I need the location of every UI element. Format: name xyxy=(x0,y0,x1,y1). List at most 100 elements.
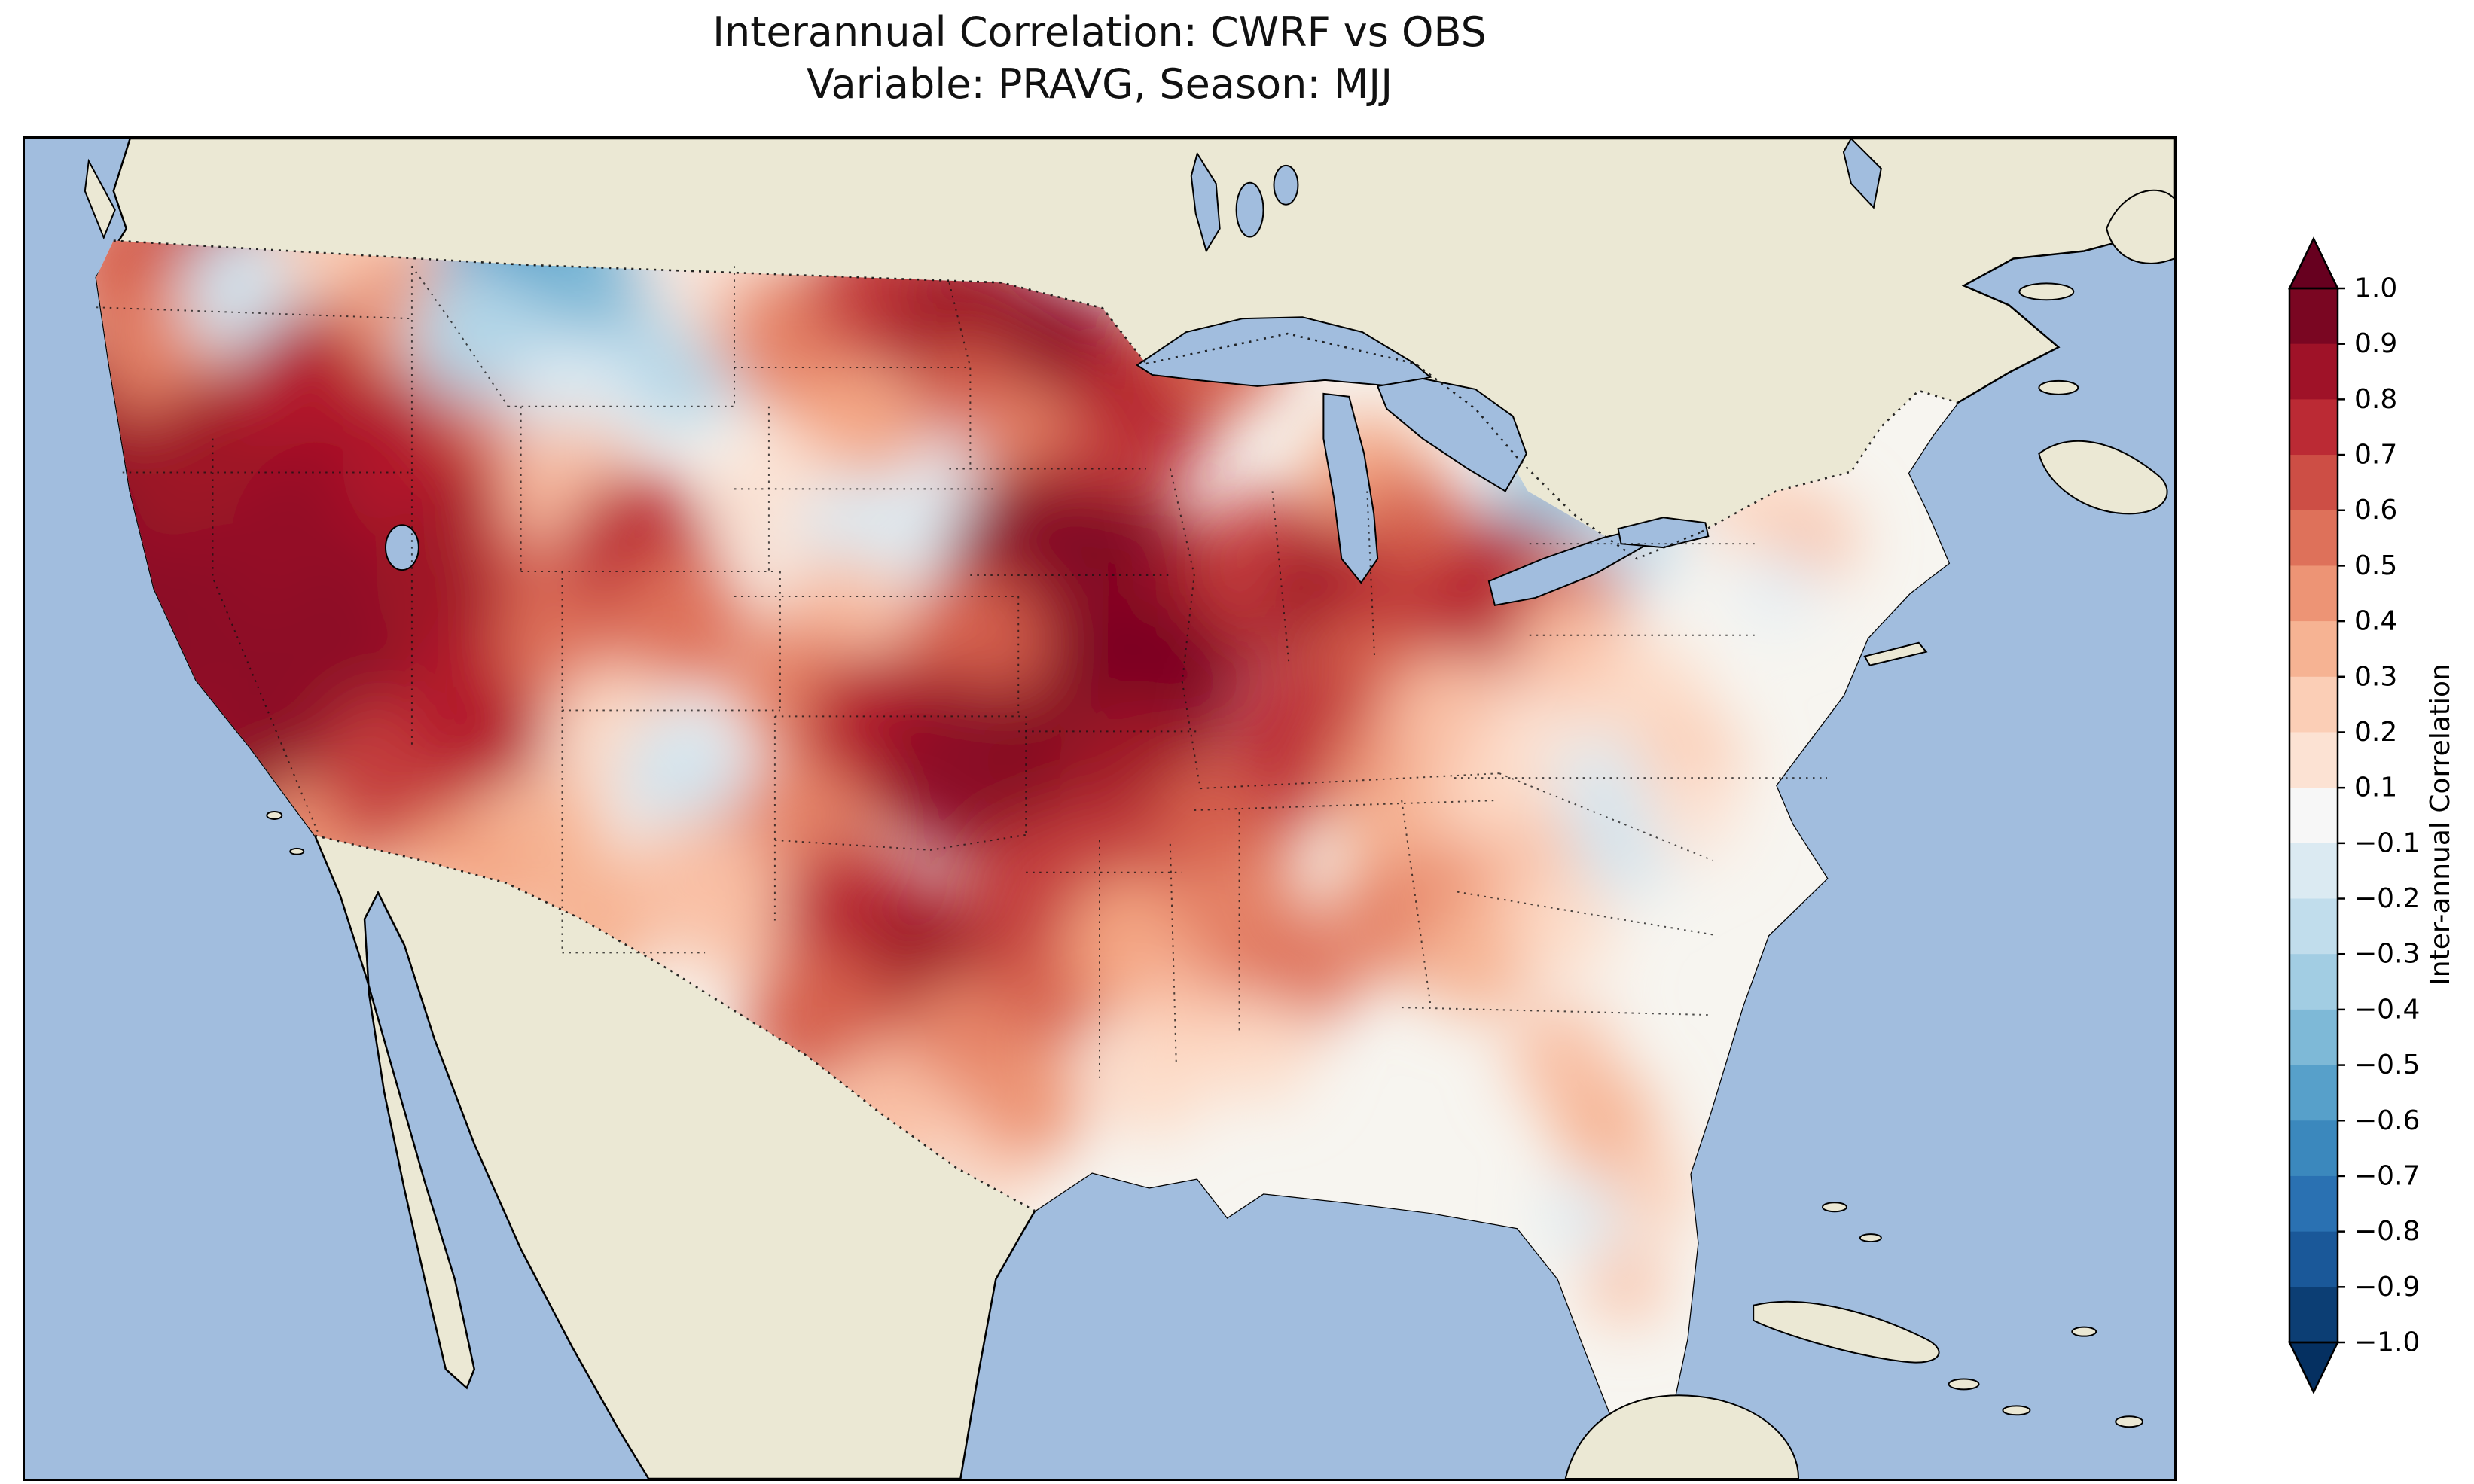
colorbar-band xyxy=(2289,455,2338,511)
field-blob xyxy=(1545,1180,1621,1255)
antilles-islet-2 xyxy=(2002,1405,2031,1416)
prince-edward-island xyxy=(2038,379,2079,395)
colorbar-canvas: 1.0 0.9 0.8 0.7 0.6 0.5 0.4 0.3 0.2 0.1 −0.1 −0.2 −0… xyxy=(2288,236,2456,1394)
nova-scotia xyxy=(2038,440,2168,515)
colorbar-tick-label: 0.6 xyxy=(2354,495,2397,526)
state-borders xyxy=(96,265,1827,1078)
colorbar-tick-label: −0.1 xyxy=(2354,827,2420,858)
national-borders xyxy=(113,239,1958,1212)
title-line-2: Variable: PRAVG, Season: MJJ xyxy=(806,60,1393,108)
colorbar-band xyxy=(2289,843,2338,900)
us-canada-border-lakes xyxy=(1145,332,1702,560)
cuba xyxy=(1753,1300,1940,1364)
field-blob xyxy=(620,715,741,836)
title-line-1: Interannual Correlation: CWRF vs OBS xyxy=(712,8,1487,56)
colorbar-band xyxy=(2289,676,2338,733)
colorbar-band xyxy=(2289,565,2338,622)
colorbar-band xyxy=(2289,288,2338,345)
colorbar-tick-label: 0.3 xyxy=(2354,661,2397,692)
lakes xyxy=(384,139,1882,607)
us-mexico-border xyxy=(314,834,1036,1212)
lake-manitoba xyxy=(1235,181,1264,238)
field-blob xyxy=(1415,896,1536,1016)
colorbar-band xyxy=(2289,399,2338,456)
colorbar-tick-label: 0.1 xyxy=(2354,772,2397,803)
colorbar-band xyxy=(2289,788,2338,844)
field-blob xyxy=(1602,1145,1693,1236)
field-blob xyxy=(1208,997,1313,1103)
colorbar-tick-label: −0.3 xyxy=(2354,939,2420,970)
colorbar-tick-label: 0.8 xyxy=(2354,384,2397,415)
antilles-islet-1 xyxy=(1948,1378,1980,1391)
bahamas-islet-1 xyxy=(1821,1202,1847,1213)
colorbar-tick-label: −0.2 xyxy=(2354,883,2420,914)
antilles-islet-4 xyxy=(2115,1415,2144,1428)
james-bay xyxy=(1842,139,1882,209)
colorbar-tick-label: −0.6 xyxy=(2354,1105,2420,1136)
field-blob xyxy=(1358,468,1464,574)
lake-ontario xyxy=(1617,517,1710,549)
map-plot-area xyxy=(23,136,2177,1481)
field-blob xyxy=(1645,770,1736,861)
bahamas-islet-2 xyxy=(1859,1233,1882,1243)
anticosti-island xyxy=(2018,282,2075,301)
colorbar-tick-label: −1.0 xyxy=(2354,1327,2420,1358)
long-island xyxy=(1863,641,1928,666)
colorbar-tick-label: −0.7 xyxy=(2354,1160,2420,1191)
field-blob xyxy=(612,553,749,689)
us-canada-border-west xyxy=(113,239,1147,364)
colorbar-band xyxy=(2289,1120,2338,1177)
colorbar-band xyxy=(2289,954,2338,1010)
lake-superior xyxy=(1136,316,1432,387)
field-blob xyxy=(964,1043,1084,1164)
colorbar-band xyxy=(2289,1009,2338,1066)
colorbar-axis-label: Inter-annual Correlation xyxy=(2425,663,2456,986)
newfoundland xyxy=(2106,189,2174,264)
antilles-islet-3 xyxy=(2071,1326,2097,1337)
lake-huron xyxy=(1376,377,1527,492)
colorbar-band xyxy=(2289,898,2338,955)
colorbar-band xyxy=(2289,732,2338,788)
colorbar-band xyxy=(2289,1287,2338,1343)
colorbar-tick-label: −0.8 xyxy=(2354,1216,2420,1247)
map-canvas xyxy=(25,139,2174,1479)
channel-islet-1 xyxy=(266,810,283,820)
islands xyxy=(84,158,2174,1479)
colorbar-outline xyxy=(2288,287,2339,1344)
colorbar-tick-label: 0.5 xyxy=(2354,550,2397,581)
colorbar-band xyxy=(2289,1175,2338,1233)
colorbar-tick-label: 1.0 xyxy=(2354,273,2397,304)
colorbar: 1.0 0.9 0.8 0.7 0.6 0.5 0.4 0.3 0.2 0.1 −0.1 −0.2 −0… xyxy=(2259,222,2474,1457)
lake-winnipeg xyxy=(1190,151,1221,253)
colorbar-tick-label: −0.4 xyxy=(2354,994,2420,1025)
colorbar-band xyxy=(2289,510,2338,567)
colorbar-tick-label: 0.2 xyxy=(2354,717,2397,748)
field-blob xyxy=(1588,1247,1664,1322)
colorbar-band xyxy=(2289,1231,2338,1287)
colorbar-band xyxy=(2289,343,2338,400)
colorbar-tick-label: 0.7 xyxy=(2354,440,2397,471)
colorbar-tick-label: 0.9 xyxy=(2354,328,2397,359)
colorbar-extend-min-arrow xyxy=(2288,1341,2339,1394)
field-blob xyxy=(408,265,545,401)
colorbar-extend-max-arrow xyxy=(2288,236,2339,290)
lake-michigan xyxy=(1322,392,1379,584)
colorbar-tick-label: −0.9 xyxy=(2354,1272,2420,1303)
chart-title: Interannual Correlation: CWRF vs OBS Var… xyxy=(23,6,2177,110)
colorbar-tick-labels: 1.0 0.9 0.8 0.7 0.6 0.5 0.4 0.3 0.2 0.1 −0.1 −0.2 −0… xyxy=(2338,273,2420,1358)
vancouver-island xyxy=(84,158,116,240)
channel-islet-2 xyxy=(289,847,305,855)
lake-of-the-woods xyxy=(1273,164,1299,206)
colorbar-tick-label: −0.5 xyxy=(2354,1050,2420,1080)
colorbar-tick-label: 0.4 xyxy=(2354,606,2397,637)
yucatan xyxy=(1564,1394,1800,1479)
colorbar-band xyxy=(2289,621,2338,678)
field-blob xyxy=(1508,870,1615,976)
colorbar-bands xyxy=(2288,236,2339,1394)
field-blob xyxy=(667,841,802,977)
field-blob xyxy=(1735,546,1818,629)
us-canada-border-east xyxy=(1701,389,1958,533)
colorbar-band xyxy=(2289,1065,2338,1121)
field-blob xyxy=(1093,1016,1214,1137)
